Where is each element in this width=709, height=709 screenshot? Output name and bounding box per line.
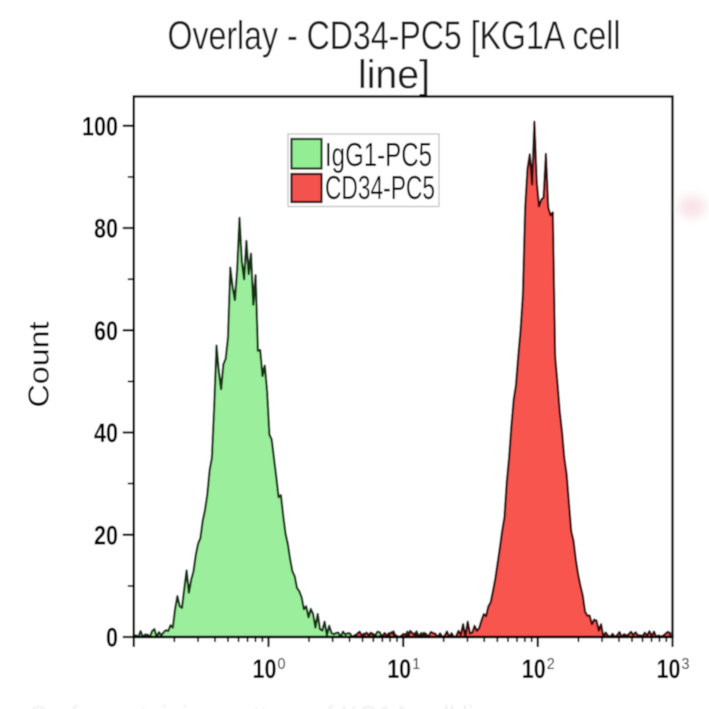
svg-text:60: 60 xyxy=(94,316,118,346)
svg-text:line]: line] xyxy=(358,53,430,97)
svg-text:80: 80 xyxy=(94,214,118,244)
svg-text:Overlay - CD34-PC5 [KG1A cell: Overlay - CD34-PC5 [KG1A cell xyxy=(168,14,621,58)
svg-text:2: 2 xyxy=(547,656,555,673)
svg-text:100: 100 xyxy=(82,112,118,142)
svg-text:IgG1-PC5: IgG1-PC5 xyxy=(325,136,432,173)
svg-text:0: 0 xyxy=(278,656,286,673)
svg-text:10: 10 xyxy=(387,654,411,684)
svg-text:Surface staining pattern of KG: Surface staining pattern of KG1A cell li… xyxy=(30,700,503,709)
svg-text:10: 10 xyxy=(253,654,277,684)
svg-text:CD34-PC5: CD34-PC5 xyxy=(325,169,435,206)
svg-text:0: 0 xyxy=(106,623,118,653)
svg-text:20: 20 xyxy=(94,521,118,551)
svg-text:10: 10 xyxy=(522,654,546,684)
svg-text:3: 3 xyxy=(682,656,690,673)
svg-text:10: 10 xyxy=(657,654,681,684)
svg-text:1: 1 xyxy=(412,656,420,673)
svg-text:40: 40 xyxy=(94,418,118,448)
svg-text:Count: Count xyxy=(24,322,56,408)
